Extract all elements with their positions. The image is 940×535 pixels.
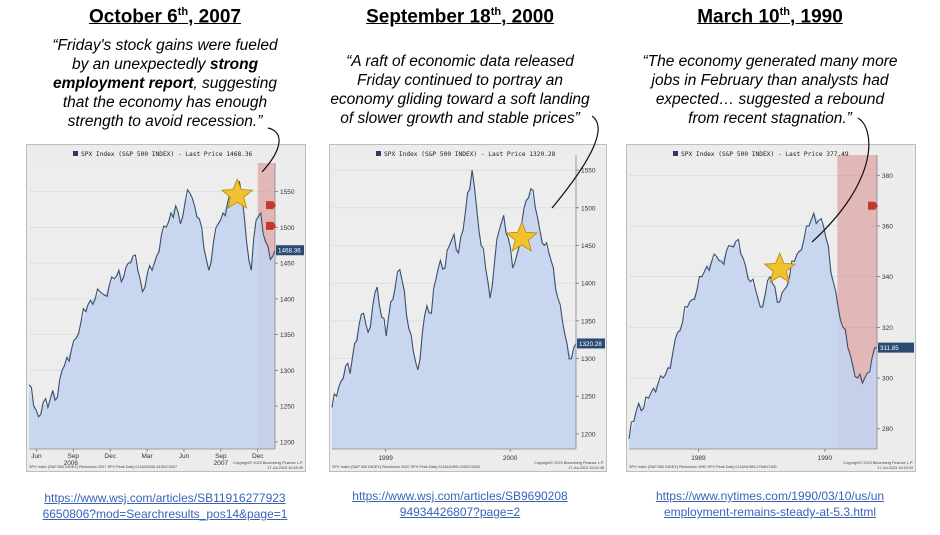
x-year-label: 2007 [214, 460, 229, 467]
x-tick-label: Sep [67, 453, 79, 460]
y-tick-label: 1350 [581, 318, 596, 325]
legend-swatch [376, 151, 381, 156]
y-tick-label: 1300 [280, 368, 295, 375]
chart-footer: SPX Index (S&P 500 INDEX) Recession 2000… [332, 465, 480, 469]
y-tick-label: 300 [882, 376, 893, 383]
panel-2000: September 18th, 2000 “A raft of economic… [315, 0, 607, 535]
y-tick-label: 360 [882, 223, 893, 230]
y-tick-label: 1450 [280, 261, 295, 268]
peak-marker [266, 221, 276, 230]
x-tick-label: 1989 [691, 455, 706, 462]
last-price-label: 311.85 [880, 345, 899, 352]
chart-footer: SPX Index (S&P 500 INDEX) Recession 1990… [629, 465, 777, 469]
y-tick-label: 1550 [280, 189, 295, 196]
legend-label: SPX Index (S&P 500 INDEX) - Last Price 1… [81, 151, 253, 158]
price-area [29, 184, 275, 449]
chart-2007: 1200 1250 1300 1350 1400 1450 1500 1550 Jun Sep De… [26, 144, 306, 472]
y-tick-label: 1350 [280, 332, 295, 339]
price-line [628, 211, 878, 439]
panel-2007: October 6th, 2007 “Friday's stock gains … [20, 0, 310, 535]
chart-footer-right2: 17-Jul-2023 16:45:35 [267, 466, 303, 470]
x-tick-label: 1999 [378, 455, 393, 462]
last-price-box [878, 342, 914, 353]
panel-date: October 6th, 2007 [89, 6, 241, 28]
x-tick-label: Sep [215, 453, 227, 460]
legend-swatch [73, 151, 78, 156]
price-area [629, 213, 877, 449]
chart-svg: 1200 1250 1300 1350 1400 1450 1500 1550 Jun Sep De… [28, 151, 304, 470]
star-marker [220, 178, 254, 209]
chart-footer-right: Copyright© 2023 Bloomberg Finance L.P. [843, 461, 913, 465]
legend-label: SPX Index (S&P 500 INDEX) - Last Price 1… [384, 151, 556, 158]
source-link[interactable]: https://www.wsj.com/articles/SB119162779… [42, 491, 288, 521]
y-tick-label: 1400 [581, 281, 596, 288]
y-tick-label: 1550 [581, 168, 596, 175]
panel-date: September 18th, 2000 [366, 6, 554, 28]
y-tick-label: 1300 [581, 356, 596, 363]
chart-footer-right2: 17-Jul-2023 16:42:48 [568, 466, 604, 470]
chart-footer-right2: 17-Jul-2023 16:49:34 [877, 466, 913, 470]
panel-quote: “The economy generated many more jobs in… [642, 53, 898, 127]
y-tick-label: 1500 [280, 225, 295, 232]
legend-label: SPX Index (S&P 500 INDEX) - Last Price 3… [681, 151, 849, 158]
y-tick-label: 1250 [280, 404, 295, 411]
chart-1990: 280 300 320 340 360 380 1989 1990 SPX Index (S&P… [626, 144, 916, 472]
chart-footer-right: Copyright© 2023 Bloomberg Finance L.P. [534, 461, 604, 465]
y-tick-label: 1200 [280, 439, 295, 446]
y-tick-label: 1400 [280, 296, 295, 303]
x-tick-label: Mar [141, 453, 153, 460]
last-price-box [577, 338, 605, 349]
x-tick-label: Jun [31, 453, 42, 460]
legend-swatch [673, 151, 678, 156]
chart-footer: SPX Index (S&P 500 INDEX) Recession 2007… [29, 465, 177, 469]
x-tick-label: Dec [252, 453, 264, 460]
x-tick-label: Jun [179, 453, 190, 460]
star-marker [763, 252, 797, 283]
y-tick-label: 380 [882, 173, 893, 180]
chart-svg: 1200 1250 1300 1350 1400 1450 1500 1550 1999 2000… [331, 151, 605, 470]
y-tick-label: 1250 [581, 394, 596, 401]
y-tick-label: 1500 [581, 205, 596, 212]
x-tick-label: Dec [104, 453, 116, 460]
peak-marker [868, 201, 878, 210]
x-year-label: 2006 [64, 460, 79, 467]
chart-svg: 280 300 320 340 360 380 1989 1990 SPX Index (S&P… [628, 151, 914, 470]
star-marker [505, 220, 539, 252]
chart-2000: 1200 1250 1300 1350 1400 1450 1500 1550 1999 2000… [329, 144, 607, 472]
y-tick-label: 1450 [581, 243, 596, 250]
y-tick-label: 280 [882, 426, 893, 433]
source-link[interactable]: https://www.nytimes.com/1990/03/10/us/un… [655, 489, 885, 519]
last-price-label: 1468.36 [278, 248, 301, 255]
panel-quote: “Friday's stock gains were fueled by an … [52, 37, 278, 130]
y-tick-label: 1200 [581, 431, 596, 438]
last-price-box [276, 245, 304, 256]
panel-date: March 10th, 1990 [697, 6, 843, 28]
x-tick-label: 1990 [818, 455, 833, 462]
price-line [331, 170, 577, 408]
panel-1990: March 10th, 1990 “The economy generated … [620, 0, 920, 535]
y-tick-label: 320 [882, 325, 893, 332]
peak-marker [266, 201, 276, 210]
source-link[interactable]: https://www.wsj.com/articles/SB9690208 94… [352, 489, 568, 519]
x-tick-label: 2000 [503, 455, 518, 462]
chart-footer-right: Copyright© 2023 Bloomberg Finance L.P. [233, 461, 303, 465]
y-tick-label: 340 [882, 274, 893, 281]
last-price-label: 1320.28 [579, 341, 602, 348]
panel-quote: “A raft of economic data released Friday… [330, 53, 590, 127]
price-area [332, 170, 576, 449]
